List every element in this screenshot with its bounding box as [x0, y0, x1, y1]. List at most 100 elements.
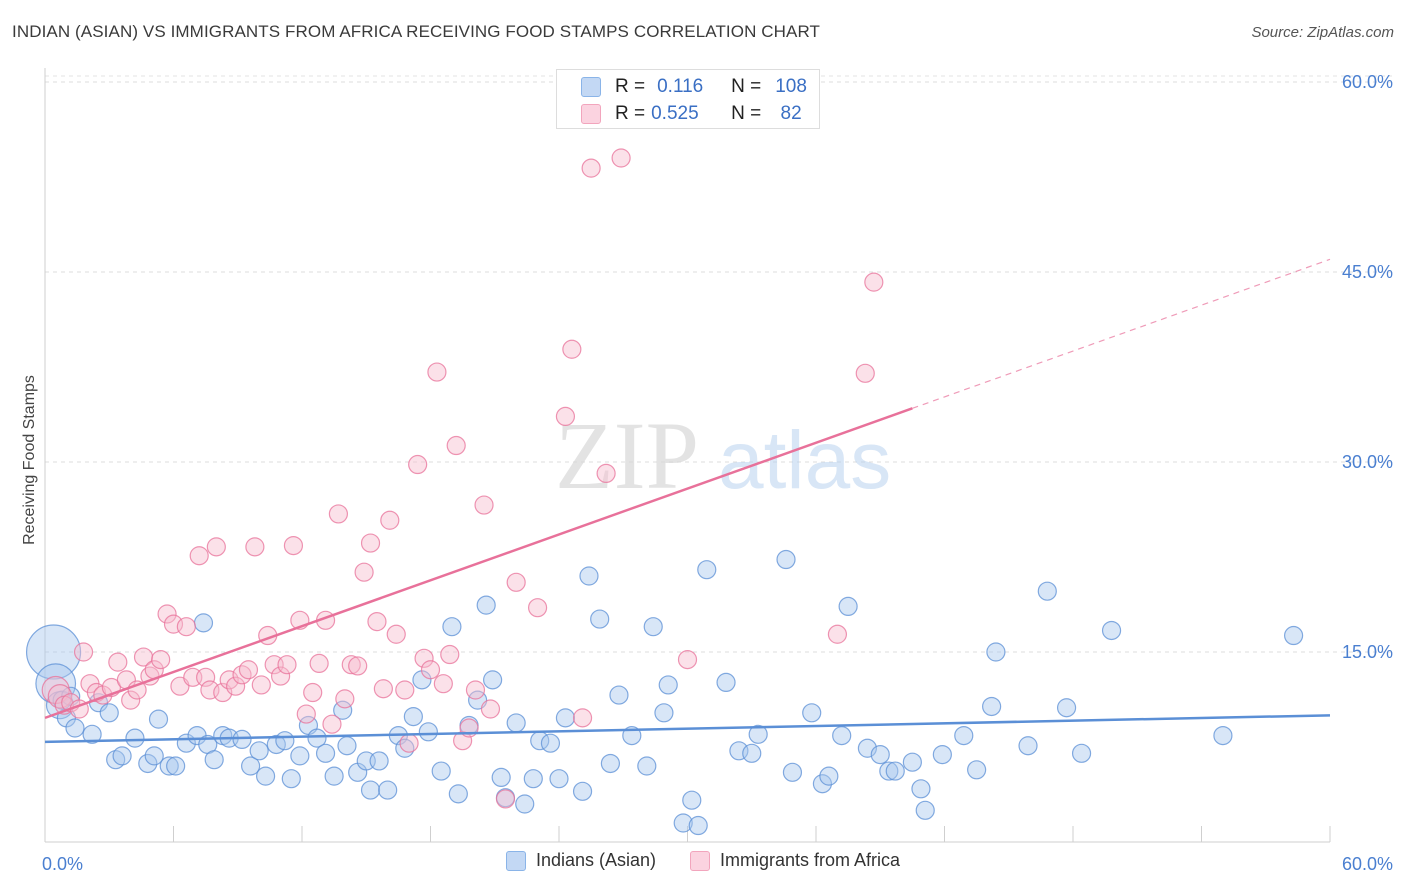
- data-point: [232, 665, 252, 685]
- data-point: [802, 703, 822, 723]
- data-point: [245, 537, 265, 557]
- data-point: [967, 760, 987, 780]
- x-tick-label-max: 60.0%: [1342, 854, 1393, 874]
- data-point: [360, 780, 381, 800]
- stats-n-value: 82: [775, 103, 802, 124]
- data-point: [716, 672, 736, 693]
- data-point: [476, 595, 496, 615]
- data-point: [281, 769, 301, 789]
- data-point: [440, 644, 460, 665]
- data-point: [25, 624, 82, 680]
- series-legend: Indians (Asian) Immigrants from Africa: [0, 850, 1406, 871]
- data-point: [166, 756, 186, 776]
- y-tick-label: 15.0%: [1342, 642, 1393, 662]
- data-point: [446, 435, 466, 456]
- x-tick-label-min: 0.0%: [42, 854, 83, 874]
- series-africa: [41, 148, 884, 809]
- legend-label-indians: Indians (Asian): [535, 850, 656, 870]
- data-point: [827, 624, 848, 644]
- trend-line-indians: [44, 714, 1331, 744]
- data-point: [986, 642, 1006, 662]
- data-point: [915, 800, 935, 820]
- data-point: [879, 761, 899, 781]
- data-point: [303, 682, 323, 703]
- data-point: [911, 779, 931, 799]
- data-point: [427, 362, 447, 382]
- data-point: [307, 728, 327, 748]
- data-point: [408, 454, 428, 475]
- data-point: [1101, 620, 1122, 641]
- data-point: [442, 617, 462, 637]
- data-point: [611, 148, 631, 168]
- data-point: [277, 655, 297, 675]
- chart-title: INDIAN (ASIAN) VS IMMIGRANTS FROM AFRICA…: [12, 22, 821, 41]
- data-point: [324, 766, 344, 786]
- data-point: [241, 756, 261, 776]
- data-point: [65, 718, 85, 738]
- stats-r-value: 0.525: [651, 103, 699, 124]
- data-point: [47, 684, 73, 709]
- data-point: [275, 731, 295, 751]
- data-point: [328, 504, 349, 524]
- data-point: [832, 725, 852, 746]
- data-point: [673, 813, 693, 833]
- data-point: [527, 598, 548, 618]
- data-point: [73, 642, 94, 662]
- data-point: [395, 680, 415, 700]
- data-point: [581, 158, 601, 178]
- data-point: [144, 746, 164, 766]
- data-points: [25, 148, 1304, 836]
- data-point: [812, 774, 833, 794]
- data-point: [654, 703, 674, 723]
- data-point: [189, 546, 209, 566]
- data-point: [1283, 625, 1304, 646]
- data-point: [506, 713, 526, 733]
- data-point: [367, 611, 387, 632]
- legend-item-africa: Immigrants from Africa: [690, 850, 900, 871]
- data-point: [688, 815, 708, 836]
- data-point: [112, 746, 132, 766]
- y-tick-label: 45.0%: [1342, 262, 1393, 282]
- data-point: [864, 272, 884, 292]
- stats-r-label: R =: [615, 76, 646, 97]
- data-point: [562, 339, 582, 359]
- data-point: [954, 725, 974, 746]
- data-point: [157, 604, 177, 624]
- data-point: [1071, 743, 1092, 763]
- stats-r-label: R =: [615, 103, 646, 124]
- data-point: [196, 667, 216, 687]
- data-point: [1213, 725, 1233, 746]
- data-point: [658, 675, 678, 695]
- data-point: [270, 666, 291, 686]
- stats-r-value: 0.116: [657, 76, 704, 97]
- legend-item-indians: Indians (Asian): [505, 850, 656, 871]
- data-point: [380, 510, 400, 530]
- data-point: [540, 733, 561, 753]
- data-point: [579, 566, 599, 586]
- data-point: [82, 724, 102, 744]
- data-point: [465, 680, 486, 700]
- legend-swatch-indians: [505, 850, 526, 871]
- data-point: [480, 699, 501, 719]
- data-point: [378, 780, 398, 800]
- data-point: [176, 617, 196, 637]
- data-point: [335, 689, 355, 709]
- data-point: [232, 729, 252, 750]
- data-point: [399, 733, 419, 753]
- data-point: [433, 674, 453, 694]
- data-point: [360, 533, 381, 553]
- data-point: [108, 652, 128, 672]
- stats-swatch-indians: [581, 77, 601, 97]
- stats-row-africa: R = 0.525 N = 82: [581, 101, 802, 127]
- trend-line-africa-projection: [912, 258, 1331, 409]
- data-point: [491, 767, 511, 788]
- data-point: [206, 537, 226, 557]
- data-point: [453, 731, 473, 751]
- data-point: [386, 624, 406, 644]
- data-point: [138, 753, 158, 774]
- data-point: [870, 744, 890, 765]
- series-indians: [25, 549, 1304, 836]
- data-point: [776, 549, 796, 570]
- data-point: [309, 653, 329, 674]
- data-point: [555, 406, 576, 426]
